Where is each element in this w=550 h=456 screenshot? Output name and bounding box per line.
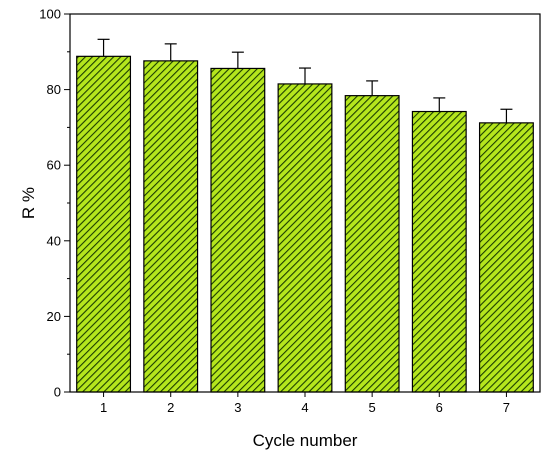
bar-cycle-2 [143,60,199,393]
bar-cycle-1 [76,55,132,393]
x-tick-label: 6 [436,400,443,415]
y-tick-label: 80 [47,82,61,97]
y-tick-label: 20 [47,309,61,324]
x-tick-label: 3 [234,400,241,415]
y-tick-label: 100 [39,7,61,22]
bar-cycle-6 [411,110,467,393]
bar-cycle-7 [478,122,534,393]
y-axis-title: R % [19,187,38,219]
bar-cycle-4 [277,83,333,393]
bar-cycle-3 [210,67,266,393]
x-tick-label: 4 [301,400,308,415]
x-tick-label: 7 [503,400,510,415]
x-tick-label: 2 [167,400,174,415]
x-axis-title: Cycle number [253,431,358,450]
y-tick-label: 0 [54,385,61,400]
x-tick-label: 1 [100,400,107,415]
y-tick-label: 60 [47,158,61,173]
x-tick-label: 5 [369,400,376,415]
bar-cycle-5 [344,95,400,393]
y-tick-label: 40 [47,233,61,248]
